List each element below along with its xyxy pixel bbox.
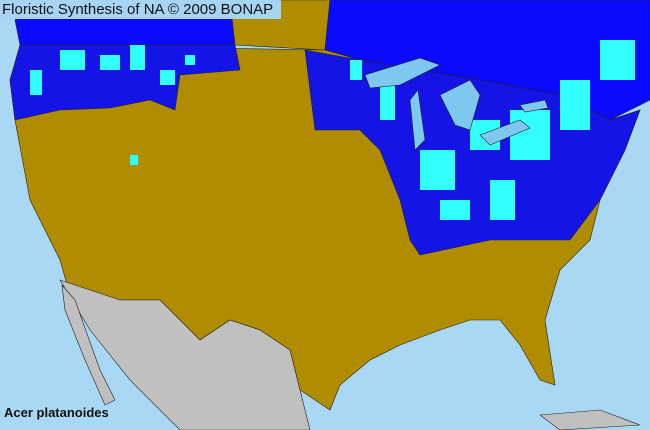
mexico — [59, 279, 311, 430]
county-records — [30, 40, 635, 220]
baja-california — [61, 284, 116, 406]
species-label: Acer platanoides — [4, 405, 109, 420]
great-lakes — [364, 57, 549, 151]
cuba — [539, 409, 641, 430]
map-title: Floristic Synthesis of NA © 2009 BONAP — [0, 0, 282, 19]
